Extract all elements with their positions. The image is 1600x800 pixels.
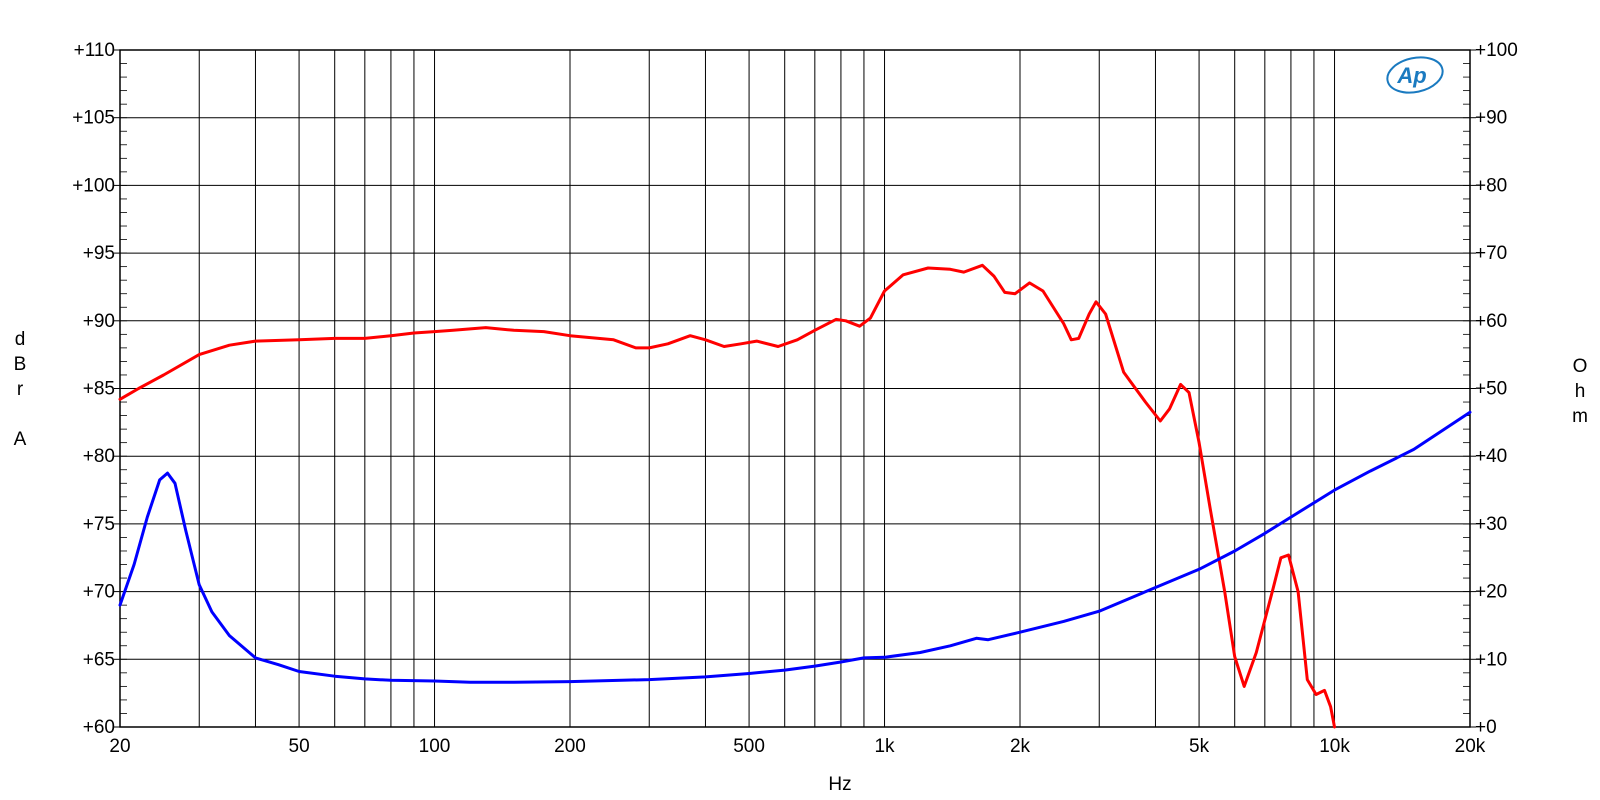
left-axis-title-char: r <box>17 379 24 400</box>
right-axis-title-char: h <box>1575 381 1586 402</box>
x-tick-label: 5k <box>1189 736 1210 757</box>
left-tick-label: +105 <box>72 108 115 129</box>
left-axis-title-char: A <box>14 429 27 450</box>
x-tick-label: 2k <box>1010 736 1031 757</box>
series-line-impedance <box>118 410 1472 684</box>
left-tick-label: +110 <box>74 40 115 61</box>
right-tick-label: +80 <box>1475 175 1507 196</box>
left-tick-label: +90 <box>83 311 115 332</box>
ap-logo-text: Ap <box>1396 63 1426 88</box>
x-tick-label: 500 <box>733 736 765 757</box>
plot-frame <box>119 49 1471 728</box>
right-axis-title-char: O <box>1573 356 1588 377</box>
right-tick-label: +10 <box>1475 649 1507 670</box>
right-tick-label: +90 <box>1475 108 1507 129</box>
x-tick-label: 100 <box>419 736 451 757</box>
left-tick-label: +75 <box>83 514 115 535</box>
x-tick-label: 20 <box>109 736 130 757</box>
x-tick-label: 200 <box>554 736 586 757</box>
left-tick-label: +65 <box>83 649 115 670</box>
right-tick-label: +30 <box>1475 514 1507 535</box>
left-tick-label: +100 <box>72 175 115 196</box>
right-tick-label: +0 <box>1475 717 1497 738</box>
x-tick-label: 10k <box>1319 736 1350 757</box>
left-tick-label: +95 <box>83 243 115 264</box>
grid-lines <box>120 50 1470 727</box>
left-tick-label: +85 <box>83 379 115 400</box>
right-tick-label: +100 <box>1475 40 1518 61</box>
left-tick-label: +60 <box>83 717 115 738</box>
right-tick-label: +20 <box>1475 582 1507 603</box>
left-tick-label: +70 <box>83 582 115 603</box>
data-series <box>118 263 1472 729</box>
left-tick-label: +80 <box>83 446 115 467</box>
right-tick-label: +70 <box>1475 243 1507 264</box>
x-tick-label: 1k <box>874 736 895 757</box>
right-tick-label: +60 <box>1475 311 1507 332</box>
right-tick-label: +50 <box>1475 379 1507 400</box>
x-axis-title: Hz <box>828 774 851 795</box>
right-tick-label: +40 <box>1475 446 1507 467</box>
ap-logo: Ap <box>1386 56 1444 94</box>
right-axis-title-char: m <box>1572 406 1588 427</box>
left-axis-title-char: d <box>15 329 26 350</box>
axis-labels: +60 +65 +70 +75 +80 +85 +90 +95 +100 +105 +110 +0 +1… <box>14 40 1588 795</box>
x-tick-label: 20k <box>1455 736 1486 757</box>
left-axis-title-char: B <box>14 354 27 375</box>
series-line-spl <box>118 263 1336 729</box>
x-tick-label: 50 <box>289 736 310 757</box>
